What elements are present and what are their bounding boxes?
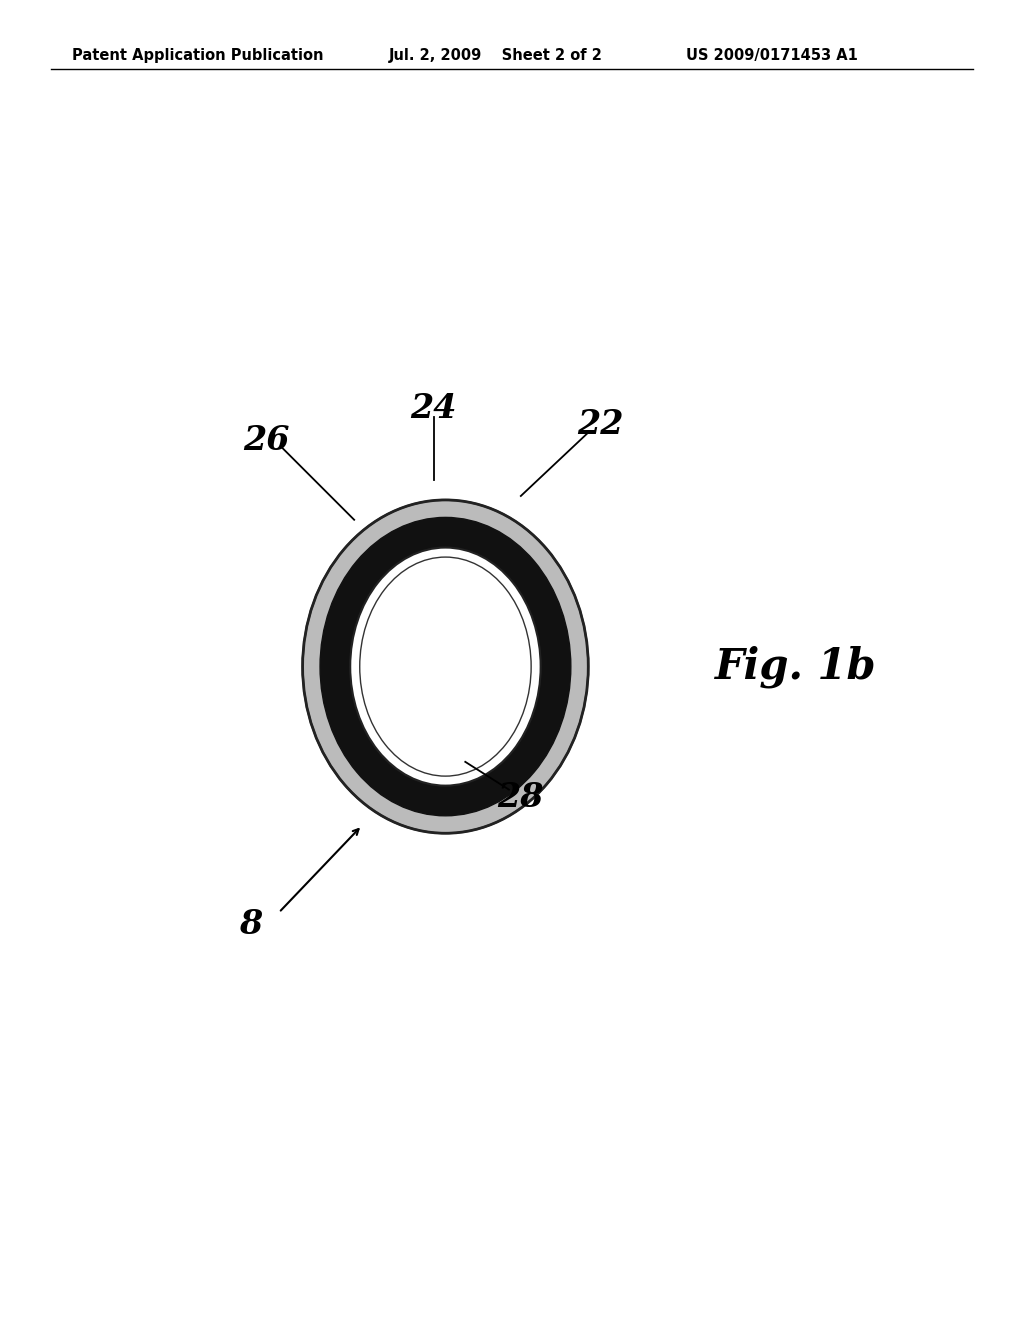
Text: Patent Application Publication: Patent Application Publication	[72, 48, 324, 63]
Text: US 2009/0171453 A1: US 2009/0171453 A1	[686, 48, 858, 63]
Text: Jul. 2, 2009    Sheet 2 of 2: Jul. 2, 2009 Sheet 2 of 2	[389, 48, 603, 63]
Ellipse shape	[303, 500, 588, 833]
Text: 22: 22	[577, 408, 624, 441]
Text: 24: 24	[411, 392, 457, 425]
Text: 28: 28	[498, 781, 544, 814]
Text: Fig. 1b: Fig. 1b	[715, 645, 877, 688]
Text: 26: 26	[244, 424, 290, 457]
Text: 8: 8	[240, 908, 262, 941]
Ellipse shape	[321, 517, 570, 816]
Ellipse shape	[350, 548, 541, 785]
